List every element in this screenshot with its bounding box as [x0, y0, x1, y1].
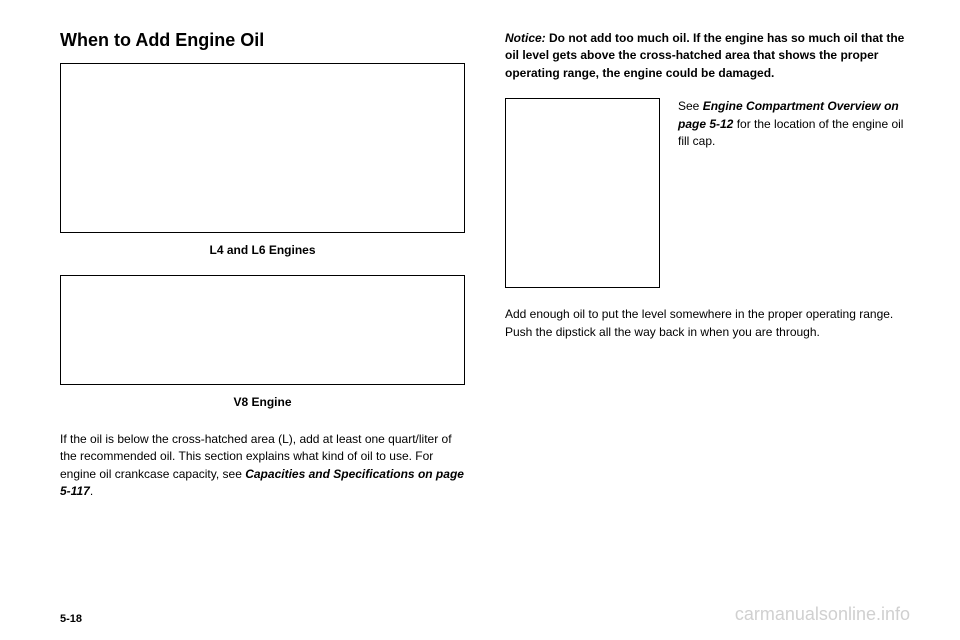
footer: 5-18 carmanualsonline.info: [60, 604, 910, 625]
page-container: When to Add Engine Oil L4 and L6 Engines…: [60, 30, 910, 590]
caption-l4-l6: L4 and L6 Engines: [60, 243, 465, 257]
body-left-end: .: [90, 484, 93, 498]
notice-block: Notice: Do not add too much oil. If the …: [505, 30, 910, 82]
figure-v8: [60, 275, 465, 385]
figure-with-text: See Engine Compartment Overview on page …: [505, 98, 910, 288]
watermark: carmanualsonline.info: [735, 604, 910, 625]
notice-label: Notice:: [505, 31, 546, 45]
left-column: When to Add Engine Oil L4 and L6 Engines…: [60, 30, 465, 590]
figure-l4-l6: [60, 63, 465, 233]
caption-v8: V8 Engine: [60, 395, 465, 409]
side-text-1: See: [678, 99, 703, 113]
figure-oil-cap: [505, 98, 660, 288]
page-number: 5-18: [60, 613, 82, 625]
side-text: See Engine Compartment Overview on page …: [678, 98, 910, 288]
section-title: When to Add Engine Oil: [60, 30, 465, 51]
right-column: Notice: Do not add too much oil. If the …: [505, 30, 910, 590]
body-text-right: Add enough oil to put the level somewher…: [505, 306, 910, 341]
body-text-left: If the oil is below the cross-hatched ar…: [60, 431, 465, 501]
notice-text: Do not add too much oil. If the engine h…: [505, 31, 904, 80]
